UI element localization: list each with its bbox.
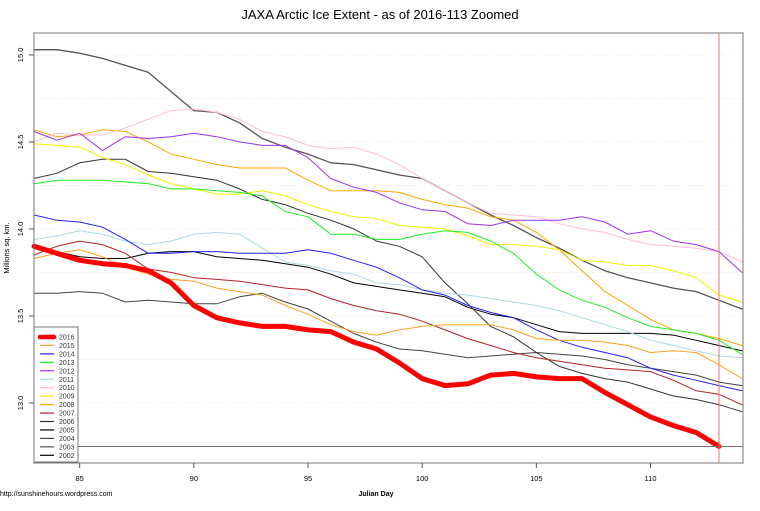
- x-tick-label: 90: [190, 474, 198, 483]
- legend-label-2011: 2011: [59, 377, 74, 384]
- y-tick-label: 13.0: [16, 396, 25, 411]
- plot-frame: [33, 32, 744, 464]
- series-line-2007: [33, 240, 743, 406]
- grid: [34, 54, 743, 404]
- x-axis: 85 90 95 100 105 110: [75, 463, 657, 483]
- series-line-2012: [33, 131, 743, 273]
- x-tick-label: 95: [304, 474, 312, 483]
- legend-label-2012: 2012: [59, 368, 75, 375]
- series-line-2014: [33, 214, 743, 392]
- x-tick-label: 100: [416, 474, 429, 483]
- legend-label-2015: 2015: [59, 343, 75, 350]
- legend-label-2003: 2003: [59, 444, 75, 451]
- legend-label-2006: 2006: [59, 419, 75, 426]
- y-axis: 13.0 13.5 14.0 14.5 15.0: [16, 48, 34, 411]
- series-lines: [31, 49, 743, 449]
- legend-label-2013: 2013: [59, 360, 75, 367]
- legend-label-2014: 2014: [59, 351, 75, 358]
- legend-label-2009: 2009: [59, 394, 75, 401]
- current-day-markers: [34, 33, 743, 463]
- y-tick-label: 14.5: [16, 135, 25, 150]
- series-line-2013: [33, 179, 743, 355]
- series-line-2016: [31, 243, 722, 449]
- series-line-2003: [33, 49, 743, 310]
- legend-label-2016: 2016: [59, 335, 75, 342]
- series-line-2006: [33, 158, 743, 413]
- x-tick-label: 105: [530, 474, 543, 483]
- legend-label-2005: 2005: [59, 427, 75, 434]
- x-axis-label: Julian Day: [358, 491, 393, 498]
- y-tick-label: 14.0: [16, 222, 25, 237]
- source-url[interactable]: http://sunshinehours.wordpress.com: [0, 491, 113, 498]
- legend-label-2007: 2007: [59, 411, 75, 418]
- y-tick-label: 15.0: [16, 48, 25, 63]
- series-line-2008: [33, 129, 743, 346]
- x-tick-label: 110: [645, 474, 657, 483]
- x-tick-label: 85: [75, 474, 83, 483]
- series-line-2004: [33, 291, 743, 387]
- legend-label-2004: 2004: [59, 436, 75, 443]
- y-axis-label: Millions sq. km.: [2, 222, 11, 273]
- series-line-2009: [33, 143, 743, 303]
- legend-label-2002: 2002: [59, 453, 75, 460]
- series-line-2010: [33, 108, 743, 263]
- legend-label-2008: 2008: [59, 402, 75, 409]
- y-tick-label: 13.5: [16, 309, 25, 324]
- series-line-2011: [33, 230, 743, 359]
- legend-label-2010: 2010: [59, 385, 75, 392]
- chart-title: JAXA Arctic Ice Extent - as of 2016-113 …: [241, 7, 518, 22]
